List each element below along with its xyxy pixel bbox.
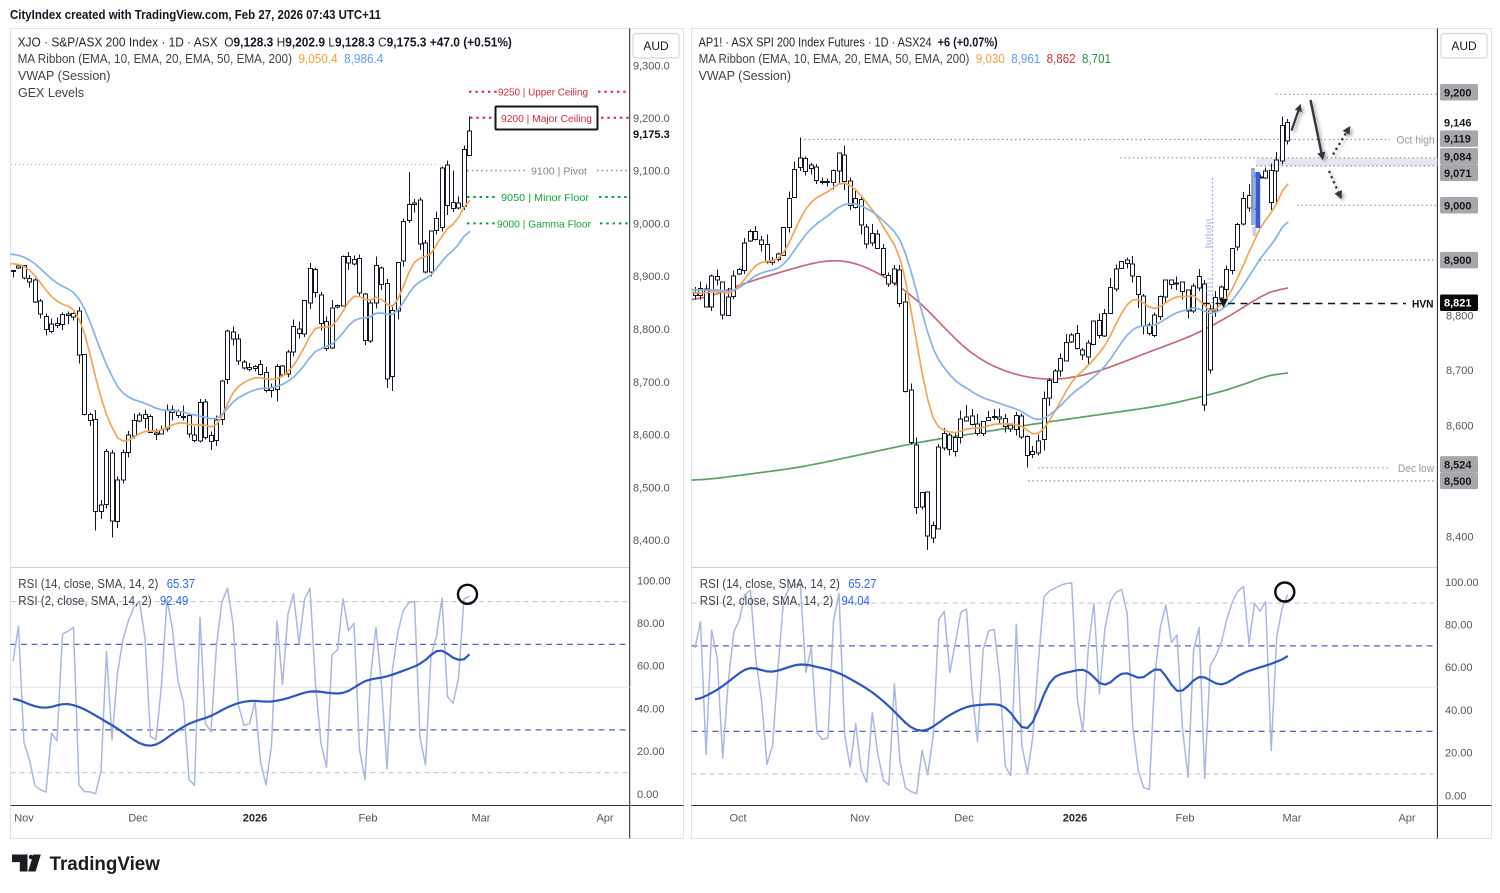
svg-text:8,700.0: 8,700.0 <box>633 377 670 389</box>
svg-text:9,000: 9,000 <box>1444 200 1472 212</box>
svg-text:8,800.0: 8,800.0 <box>633 324 670 336</box>
svg-text:8,400: 8,400 <box>1446 531 1474 543</box>
svg-text:40.00: 40.00 <box>1445 705 1473 717</box>
svg-text:Oct: Oct <box>729 813 746 825</box>
svg-text:9,071: 9,071 <box>1444 168 1472 180</box>
svg-text:TradingView: TradingView <box>50 853 161 875</box>
svg-text:0.00: 0.00 <box>637 789 658 801</box>
svg-text:Mar: Mar <box>1283 813 1302 825</box>
svg-text:8,524: 8,524 <box>1444 459 1472 471</box>
svg-text:65.37: 65.37 <box>167 577 195 591</box>
svg-text:40.00: 40.00 <box>637 703 665 715</box>
svg-text:8,821: 8,821 <box>1444 298 1472 310</box>
svg-text:9250 | Upper Ceiling: 9250 | Upper Ceiling <box>498 87 588 99</box>
svg-text:100.00: 100.00 <box>1445 577 1479 589</box>
svg-text:Apr: Apr <box>596 813 613 825</box>
svg-text:Dec low: Dec low <box>1398 463 1434 475</box>
svg-text:8,900: 8,900 <box>1444 255 1472 267</box>
svg-text:2026: 2026 <box>1063 813 1087 825</box>
svg-text:MA Ribbon (EMA, 10, EMA, 20, E: MA Ribbon (EMA, 10, EMA, 20, EMA, 50, EM… <box>699 52 1111 66</box>
svg-text:Nov: Nov <box>850 813 870 825</box>
svg-text:VWAP (Session): VWAP (Session) <box>18 69 110 83</box>
svg-text:MA Ribbon (EMA, 10, EMA, 20, E: MA Ribbon (EMA, 10, EMA, 20, EMA, 50, EM… <box>18 52 384 66</box>
svg-text:Oct high: Oct high <box>1397 135 1435 147</box>
svg-text:8,600: 8,600 <box>1446 420 1474 432</box>
svg-text:80.00: 80.00 <box>637 618 665 630</box>
svg-text:Nov: Nov <box>14 813 34 825</box>
svg-text:8,500.0: 8,500.0 <box>633 482 670 494</box>
svg-text:AUD: AUD <box>1451 39 1477 53</box>
svg-text:20.00: 20.00 <box>637 746 665 758</box>
svg-text:9,000.0: 9,000.0 <box>633 218 670 230</box>
svg-text:RSI (14, close, SMA, 14, 2): RSI (14, close, SMA, 14, 2) <box>18 577 158 591</box>
svg-text:8,600.0: 8,600.0 <box>633 430 670 442</box>
svg-text:CityIndex created with Trading: CityIndex created with TradingView.com, … <box>10 7 381 22</box>
svg-text:9,084: 9,084 <box>1444 151 1472 163</box>
svg-text:60.00: 60.00 <box>637 661 665 673</box>
svg-text:RSI (2, close, SMA, 14, 2): RSI (2, close, SMA, 14, 2) <box>700 594 833 608</box>
svg-text:2026: 2026 <box>243 813 267 825</box>
svg-text:20.00: 20.00 <box>1445 748 1473 760</box>
svg-text:0.00: 0.00 <box>1445 790 1466 802</box>
svg-text:AUD: AUD <box>643 39 669 53</box>
svg-text:92.49: 92.49 <box>160 594 188 608</box>
svg-text:9,119: 9,119 <box>1444 134 1471 146</box>
svg-text:8,400.0: 8,400.0 <box>633 535 670 547</box>
svg-text:9,146: 9,146 <box>1444 117 1472 129</box>
svg-text:XJO · S&P/ASX 200 Index · 1D ·: XJO · S&P/ASX 200 Index · 1D · ASX O9,12… <box>18 36 512 50</box>
svg-text:9,200.0: 9,200.0 <box>633 113 670 125</box>
svg-text:HVN: HVN <box>1412 299 1434 311</box>
svg-text:9,175.3: 9,175.3 <box>633 129 670 141</box>
svg-text:Mar: Mar <box>472 813 491 825</box>
svg-text:9,100.0: 9,100.0 <box>633 166 670 178</box>
svg-text:AP1! · ASX SPI 200 Index Futur: AP1! · ASX SPI 200 Index Futures · 1D · … <box>699 36 998 50</box>
svg-text:80.00: 80.00 <box>1445 620 1473 632</box>
svg-text:VWAP (Session): VWAP (Session) <box>699 69 791 83</box>
svg-text:Feb: Feb <box>359 813 378 825</box>
svg-text:94.04: 94.04 <box>842 594 870 608</box>
svg-text:9100 | Pivot: 9100 | Pivot <box>531 166 587 178</box>
svg-text:100.00: 100.00 <box>637 575 671 587</box>
svg-text:9200 | Major Ceiling: 9200 | Major Ceiling <box>501 113 592 125</box>
svg-text:8,700: 8,700 <box>1446 365 1474 377</box>
svg-text:8,900.0: 8,900.0 <box>633 271 670 283</box>
svg-text:Dec: Dec <box>128 813 148 825</box>
svg-text:RSI (2, close, SMA, 14, 2): RSI (2, close, SMA, 14, 2) <box>18 594 151 608</box>
svg-text:RSI (14, close, SMA, 14, 2): RSI (14, close, SMA, 14, 2) <box>700 577 840 591</box>
svg-text:GEX Levels: GEX Levels <box>18 86 84 100</box>
svg-text:9,300.0: 9,300.0 <box>633 61 670 73</box>
svg-text:Dec: Dec <box>954 813 974 825</box>
svg-text:Feb: Feb <box>1176 813 1195 825</box>
svg-text:8,800: 8,800 <box>1446 311 1474 323</box>
svg-text:9000 | Gamma Floor: 9000 | Gamma Floor <box>497 219 591 231</box>
svg-text:65.27: 65.27 <box>848 577 876 591</box>
svg-text:Apr: Apr <box>1398 813 1415 825</box>
svg-text:9,200: 9,200 <box>1444 87 1472 99</box>
svg-text:60.00: 60.00 <box>1445 662 1473 674</box>
svg-text:9050 | Minor Floor: 9050 | Minor Floor <box>501 192 590 204</box>
svg-text:8,500: 8,500 <box>1444 476 1472 488</box>
